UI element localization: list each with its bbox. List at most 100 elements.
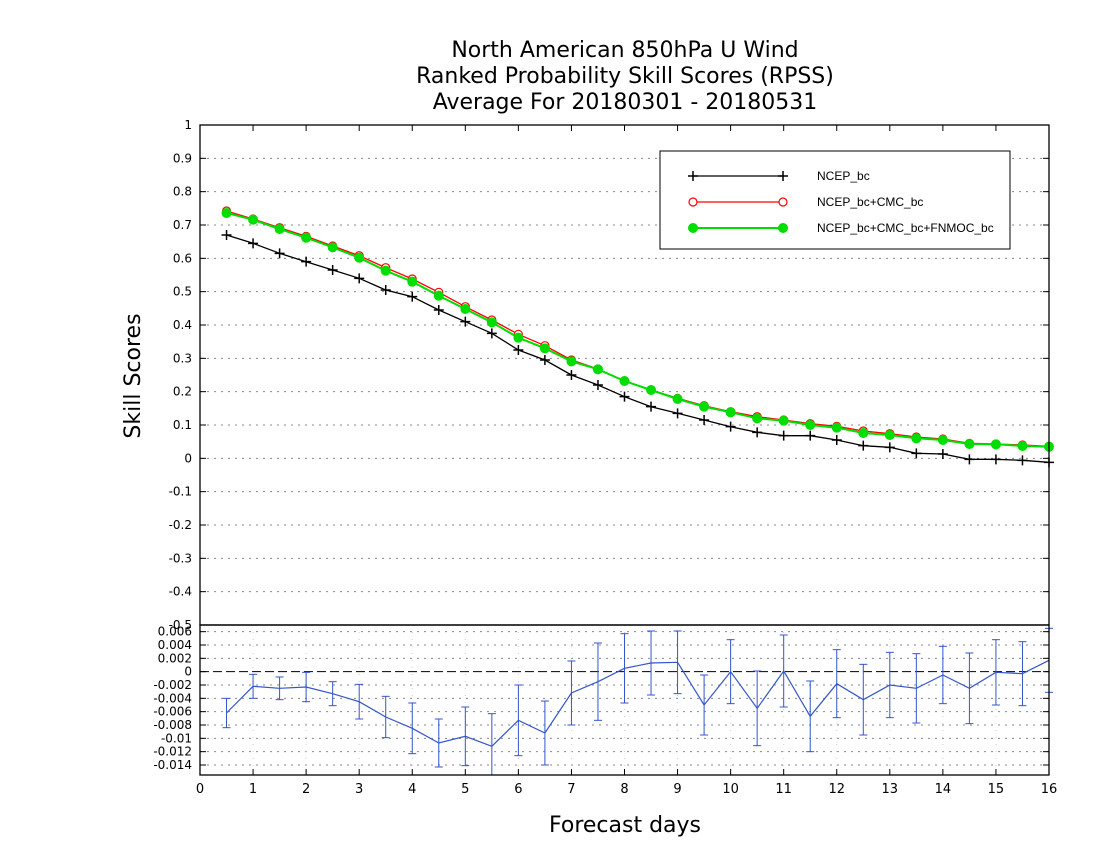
- series-point-3: [805, 420, 816, 430]
- x-tick-label: 1: [249, 782, 257, 797]
- legend-marker-2: [688, 197, 698, 207]
- bottom-y-tick-label: 0.002: [158, 651, 192, 665]
- top-y-tick-label: 0.2: [173, 385, 192, 399]
- series-point-1: [990, 454, 1001, 465]
- top-y-tick-label: 0.4: [173, 318, 192, 332]
- bottom-y-tick-label: -0.014: [153, 758, 192, 772]
- series-line-1: [226, 234, 1050, 463]
- series-point-3: [937, 435, 948, 445]
- series-point-1: [937, 449, 948, 459]
- series-point-3: [699, 401, 710, 412]
- legend-marker-1: [778, 171, 788, 181]
- top-y-ticks: 1 0.9 0.8 0.7 0.6 0.5 0.4 0.3 0.2 0.1 0 -0.1 -0.2 -0.…: [169, 118, 1049, 632]
- series-point-1: [539, 355, 550, 365]
- x-tick-label: 16: [1041, 782, 1058, 797]
- x-axis-label: Forecast days: [549, 813, 701, 838]
- series-point-3: [513, 332, 524, 343]
- series-point-3: [248, 214, 259, 225]
- x-tick-label: 0: [196, 782, 204, 797]
- series-point-1: [592, 380, 603, 390]
- legend-label-1: NCEP_bc: [817, 169, 870, 183]
- top-y-tick-label: 0.3: [173, 351, 192, 365]
- series-point-1: [407, 291, 418, 302]
- series-point-3: [778, 415, 789, 426]
- series-point-1: [248, 238, 259, 249]
- difference-series-group: [222, 627, 1053, 775]
- bottom-grid: [200, 625, 1049, 775]
- series-point-3: [831, 422, 842, 433]
- series-point-3: [752, 413, 763, 424]
- bottom-y-tick-label: -0.004: [153, 691, 192, 705]
- top-y-tick-label: -0.5: [169, 618, 192, 632]
- series-point-3: [566, 356, 577, 367]
- series-point-1: [699, 415, 710, 425]
- series-point-1: [752, 427, 763, 438]
- series-point-1: [778, 430, 789, 441]
- title-line-2: Ranked Probability Skill Scores (RPSS): [416, 64, 834, 89]
- series-point-3: [327, 242, 338, 253]
- series-point-1: [911, 448, 922, 459]
- top-y-tick-label: 0.6: [173, 251, 192, 265]
- bottom-y-tick-label: 0: [184, 665, 192, 679]
- top-y-tick-label: 0.1: [173, 418, 192, 432]
- series-point-3: [964, 439, 975, 449]
- bottom-y-tick-label: -0.002: [153, 678, 192, 692]
- title-line-3: Average For 20180301 - 20180531: [432, 90, 818, 115]
- series-point-1: [672, 408, 683, 419]
- top-y-tick-label: 0.8: [173, 185, 192, 199]
- x-tick-label: 7: [567, 782, 575, 797]
- series-point-1: [831, 435, 842, 445]
- x-tick-label: 4: [408, 782, 416, 797]
- legend-marker-2: [778, 197, 788, 207]
- bottom-y-tick-label: 0.004: [158, 638, 192, 652]
- series-point-3: [407, 276, 418, 287]
- x-ticks: 0 1 2 3 4 5 6 7 8 9 10 11 12 13 14 15 16: [196, 125, 1057, 797]
- series-point-3: [884, 430, 895, 440]
- legend-label-2: NCEP_bc+CMC_bc: [817, 195, 923, 209]
- legend: NCEP_bc NCEP_bc+CMC_bc NCEP_bc+CMC_bc+FNMO…: [659, 150, 1011, 250]
- series-point-3: [433, 290, 444, 301]
- x-tick-label: 3: [355, 782, 363, 797]
- top-y-tick-label: -0.4: [169, 585, 192, 599]
- top-y-tick-label: 0.7: [173, 218, 192, 232]
- top-y-tick-label: 1: [184, 118, 192, 132]
- series-point-3: [592, 364, 603, 375]
- bottom-y-tick-label: -0.008: [153, 718, 192, 732]
- x-tick-label: 6: [514, 782, 522, 797]
- bottom-y-tick-label: -0.012: [153, 745, 192, 759]
- series-point-1: [619, 391, 630, 402]
- x-tick-label: 9: [673, 782, 681, 797]
- legend-marker-3: [688, 223, 698, 233]
- legend-marker-3: [778, 223, 788, 233]
- difference-line: [226, 659, 1050, 747]
- series-point-3: [725, 407, 736, 418]
- series-point-1: [513, 345, 524, 355]
- series-point-3: [380, 265, 391, 276]
- series-point-1: [221, 230, 232, 240]
- x-tick-label: 13: [882, 782, 899, 797]
- top-y-tick-label: 0: [184, 451, 192, 465]
- series-point-1: [380, 285, 391, 295]
- legend-marker-1: [688, 171, 698, 181]
- series-point-3: [221, 208, 232, 218]
- top-y-tick-label: -0.1: [169, 485, 192, 499]
- series-point-1: [858, 440, 869, 451]
- series-point-1: [805, 430, 816, 441]
- bottom-y-tick-label: -0.006: [153, 705, 192, 719]
- bottom-y-ticks: 0.0060.0040.0020-0.002-0.004-0.006-0.008…: [153, 625, 1049, 772]
- title-line-1: North American 850hPa U Wind: [451, 38, 799, 63]
- x-tick-label: 11: [775, 782, 792, 797]
- series-point-3: [354, 252, 365, 263]
- bottom-y-tick-label: -0.01: [161, 731, 192, 745]
- top-y-tick-label: 0.9: [173, 151, 192, 165]
- series-point-1: [301, 256, 312, 267]
- x-tick-label: 8: [620, 782, 628, 797]
- series-point-1: [433, 305, 444, 315]
- series-point-3: [460, 304, 471, 314]
- top-grid: [200, 157, 1049, 593]
- series-point-3: [990, 439, 1001, 450]
- series-point-3: [646, 385, 657, 395]
- top-y-tick-label: -0.3: [169, 551, 192, 565]
- legend-box: [659, 150, 1011, 250]
- series-point-1: [460, 316, 471, 327]
